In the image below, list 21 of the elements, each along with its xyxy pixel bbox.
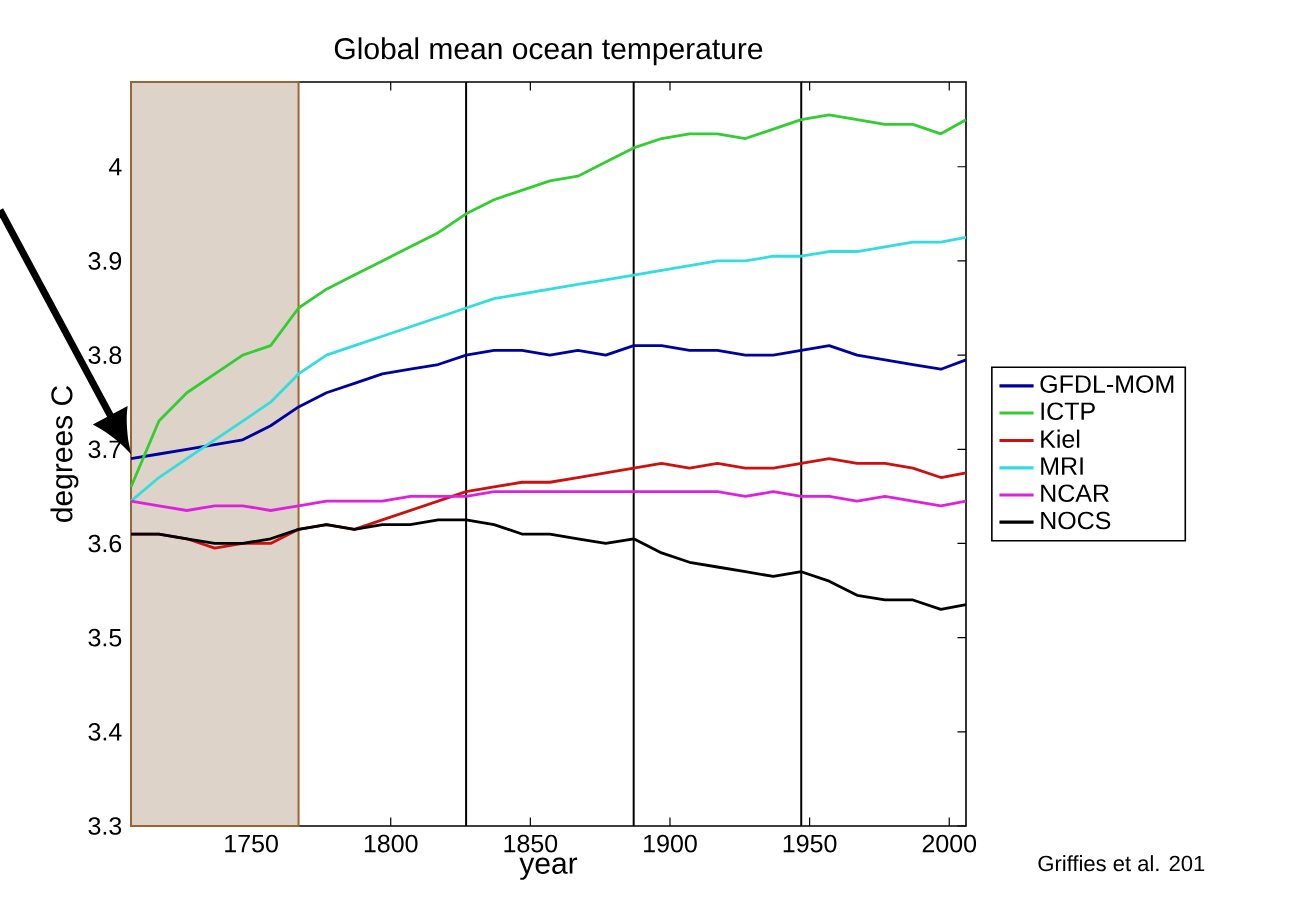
text: Griffies et al. 201 <box>1038 855 1205 872</box>
legend-label: ICTP <box>1041 402 1095 421</box>
legend-label: NCAR <box>1041 484 1109 503</box>
legend-label: MRI <box>1041 457 1083 475</box>
line-series <box>129 344 968 461</box>
x-tick-label: 2000 <box>922 834 977 853</box>
legend-label: Kiel <box>1041 429 1080 448</box>
x-tick-label: 1850 <box>504 834 558 853</box>
y-tick-label: 3.4 <box>88 722 122 741</box>
y-tick-label: 3.5 <box>88 628 122 647</box>
x-tick-label: 1750 <box>225 834 278 853</box>
x-tick-label: 1800 <box>364 834 418 853</box>
legend-label: NOCS <box>1041 511 1111 530</box>
x-tick-label: 1900 <box>644 834 697 853</box>
x-tick-label: 1950 <box>783 834 837 853</box>
y-tick-label: 4 <box>108 158 122 176</box>
x-axis-title: year <box>519 857 578 880</box>
chart-title: Global mean ocean temperature <box>334 37 763 66</box>
legend-label: GFDL-MOM <box>1040 375 1174 393</box>
y-tick-label: 3.6 <box>88 534 122 553</box>
y-tick-label: 3.3 <box>88 817 122 835</box>
